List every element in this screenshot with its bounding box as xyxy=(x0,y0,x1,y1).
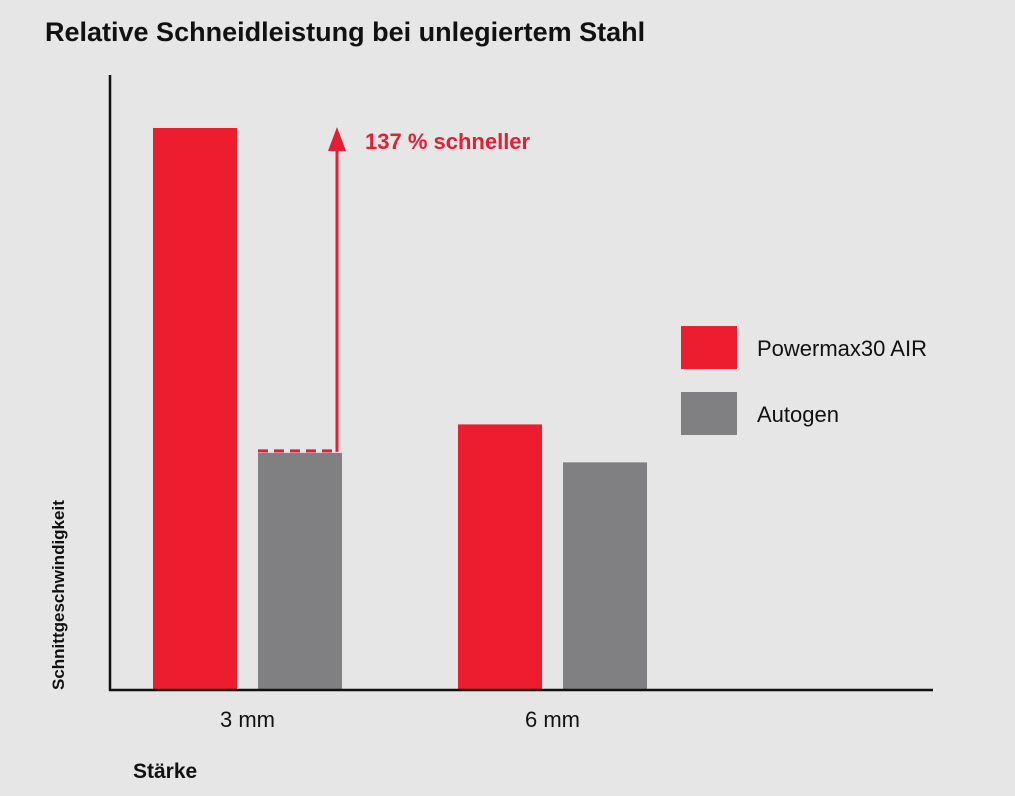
bar-autogen-3-mm xyxy=(258,452,342,690)
annotation-arrow-head xyxy=(328,126,346,151)
legend-swatch-autogen xyxy=(681,392,737,435)
legend-label-powermax30-air: Powermax30 AIR xyxy=(757,336,927,361)
bar-autogen-6-mm xyxy=(563,462,647,690)
legend-label-autogen: Autogen xyxy=(757,402,839,427)
y-axis-title: Schnittgeschwindigkeit xyxy=(49,500,68,690)
legend: Powermax30 AIR Autogen xyxy=(681,326,927,435)
x-axis-title: Stärke xyxy=(133,760,197,783)
chart-title: Relative Schneidleistung bei unlegiertem… xyxy=(45,17,645,47)
legend-swatch-powermax30-air xyxy=(681,326,737,369)
x-tick-label: 6 mm xyxy=(525,707,580,732)
x-tick-label: 3 mm xyxy=(220,707,275,732)
annotation-label: 137 % schneller xyxy=(365,129,531,154)
bar-powermax30-air-6-mm xyxy=(458,424,542,690)
bar-powermax30-air-3-mm xyxy=(153,127,237,690)
chart-marks: 3 mm 6 mm 137 % schneller xyxy=(153,126,647,732)
